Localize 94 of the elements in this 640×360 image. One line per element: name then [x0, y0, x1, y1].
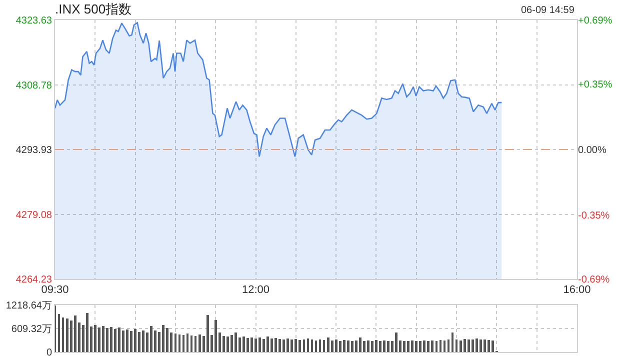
- y2-tick-label: -0.69%: [578, 274, 610, 286]
- bar: [94, 325, 96, 352]
- bar: [270, 338, 274, 352]
- bar: [326, 337, 330, 352]
- bar: [367, 340, 370, 352]
- bar: [330, 340, 334, 352]
- bar: [262, 338, 265, 352]
- bar: [379, 340, 382, 352]
- y-tick-label: 0: [46, 348, 52, 358]
- bar: [214, 320, 217, 352]
- bar: [258, 338, 261, 352]
- x-tick-label: 12:00: [242, 284, 270, 296]
- bar: [226, 336, 229, 352]
- bar: [142, 330, 145, 352]
- bar: [274, 338, 278, 352]
- bar: [198, 334, 201, 352]
- bar: [150, 326, 153, 352]
- bar: [407, 340, 410, 352]
- y-tick-label: 4308.78: [16, 80, 52, 92]
- bar: [66, 318, 68, 352]
- bar: [242, 336, 245, 352]
- bar: [290, 340, 294, 352]
- y-tick-label: 4279.08: [16, 210, 52, 221]
- chart-title: .INX 500指数: [55, 2, 132, 17]
- bar: [286, 338, 290, 352]
- bar: [483, 339, 486, 352]
- bar: [106, 328, 108, 352]
- bar: [415, 341, 418, 352]
- bar: [371, 341, 374, 352]
- bar: [375, 340, 378, 352]
- y2-tick-label: +0.35%: [578, 79, 612, 90]
- bar: [423, 340, 426, 352]
- bar: [134, 328, 137, 352]
- bar: [427, 341, 430, 352]
- bar: [491, 340, 494, 352]
- bar: [282, 339, 286, 352]
- bar: [166, 328, 169, 352]
- x-tick-label: 09:30: [41, 284, 69, 296]
- bar: [298, 340, 302, 352]
- bar: [74, 315, 76, 352]
- bar: [459, 340, 462, 352]
- y-tick-label: 609.32万: [11, 324, 52, 335]
- bar: [250, 337, 253, 352]
- bar: [138, 332, 141, 352]
- bar: [206, 314, 209, 352]
- bar: [222, 336, 225, 352]
- bar: [467, 340, 470, 352]
- bar: [358, 337, 362, 352]
- bar: [102, 326, 104, 352]
- y-tick-label: 1218.64万: [6, 300, 52, 312]
- bar: [475, 338, 478, 352]
- bar: [479, 340, 482, 352]
- bar: [471, 339, 474, 352]
- bar: [110, 326, 112, 352]
- bar: [431, 340, 434, 352]
- bar: [403, 341, 406, 352]
- bar: [278, 338, 282, 352]
- bar: [254, 338, 257, 352]
- y-tick-label: 4293.93: [16, 145, 52, 156]
- bar: [342, 340, 346, 352]
- bar: [246, 338, 249, 352]
- bar: [234, 332, 237, 352]
- x-tick-label: 16:00: [563, 284, 591, 296]
- bar: [346, 340, 350, 352]
- bar: [86, 313, 88, 352]
- bar: [350, 341, 354, 352]
- bar: [395, 332, 398, 352]
- bar: [487, 340, 490, 352]
- bar: [154, 330, 157, 352]
- y-tick-label: 4264.23: [16, 274, 52, 286]
- bar: [130, 331, 132, 352]
- bar: [334, 340, 338, 352]
- bar: [266, 336, 270, 352]
- bar: [230, 335, 233, 352]
- bar: [98, 327, 100, 352]
- bar: [463, 338, 466, 352]
- bar: [122, 330, 124, 352]
- y2-tick-label: +0.69%: [578, 16, 612, 26]
- bar: [362, 340, 366, 352]
- bar: [162, 325, 165, 352]
- bar: [419, 340, 422, 352]
- bar: [126, 330, 128, 352]
- y2-tick-label: -0.35%: [578, 210, 610, 222]
- bar: [354, 340, 358, 352]
- bar: [118, 327, 120, 352]
- bar: [387, 341, 390, 352]
- bar: [411, 340, 414, 352]
- bar: [114, 328, 116, 352]
- bar: [294, 338, 298, 352]
- y-tick-label: 4323.63: [16, 16, 52, 26]
- text: 06-09 14:59: [521, 5, 575, 16]
- y2-tick-label: 0.00%: [578, 145, 606, 156]
- bar: [383, 340, 386, 352]
- bar: [338, 340, 342, 352]
